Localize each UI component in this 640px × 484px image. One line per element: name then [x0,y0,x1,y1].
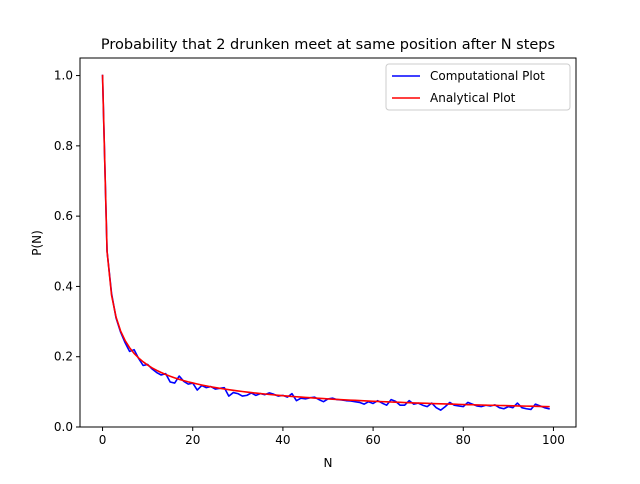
y-tick-label: 1.0 [54,69,73,83]
y-tick-label: 0.6 [54,209,73,223]
x-axis-label: N [324,456,333,470]
y-tick-label: 0.4 [54,279,73,293]
x-tick-label: 60 [365,433,380,447]
chart-title: Probability that 2 drunken meet at same … [101,37,555,53]
axes-frame [79,57,577,428]
legend-box [385,63,571,111]
legend-label-1: Computational Plot [430,69,545,83]
legend-label-2: Analytical Plot [430,91,516,105]
y-axis-label: P(N) [30,230,44,256]
x-tick-label: 80 [456,433,471,447]
x-tick-label: 0 [99,433,107,447]
y-tick-label: 0.0 [54,420,73,434]
x-tick-label: 20 [185,433,200,447]
y-tick-label: 0.8 [54,139,73,153]
x-tick-label: 100 [542,433,565,447]
y-tick-label: 0.2 [54,350,73,364]
plot-area: 0 20 40 60 80 100 0.0 0.2 0.4 0.6 0.8 1.0 [54,57,577,447]
series-line-2 [101,74,550,408]
legend: Computational Plot Analytical Plot [385,63,571,111]
x-tick-label: 40 [275,433,290,447]
